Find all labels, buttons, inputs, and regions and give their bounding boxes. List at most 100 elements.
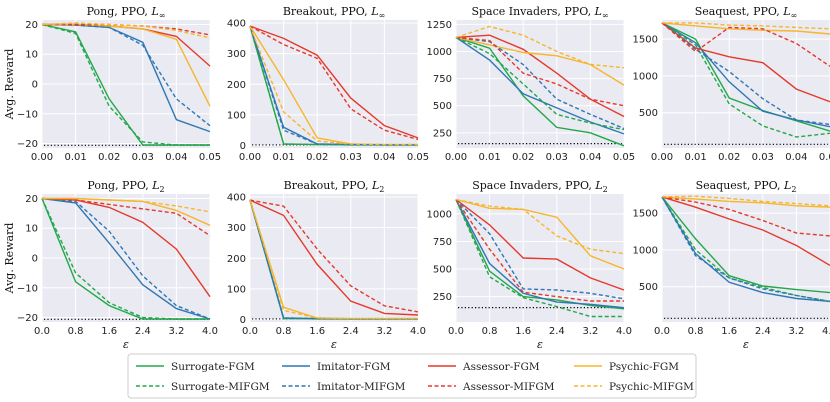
series-surrogate-mifgm	[41, 23, 210, 146]
y-tick-label: 500	[639, 108, 658, 119]
series-assessor-mifgm	[455, 36, 625, 107]
y-tick-label: 400	[227, 193, 246, 204]
legend-label: Psychic-MIFGM	[609, 381, 694, 393]
x-tick-label: 0.02	[718, 152, 740, 163]
y-tick-label: 500	[433, 265, 452, 276]
x-tick-label: 4.0	[202, 326, 218, 337]
series-psychic-mifgm	[249, 25, 418, 146]
series-imitator-fgm	[661, 196, 830, 303]
series-imitator-mifgm	[661, 22, 830, 126]
x-tick-label: 0.05	[613, 152, 635, 163]
y-tick-label: 1250	[427, 20, 452, 31]
series-imitator-fgm	[455, 36, 625, 135]
series-imitator-fgm	[455, 199, 625, 309]
x-tick-label: 0.02	[512, 152, 534, 163]
series-psychic-mifgm	[455, 25, 625, 69]
x-axis-label: ε	[123, 338, 129, 351]
x-tick-label: 0.04	[165, 152, 187, 163]
series-psychic-fgm	[661, 22, 830, 35]
y-tick-label: 200	[227, 80, 246, 91]
y-tick-label: 0	[32, 80, 38, 91]
subplot-8: 0.0 0.8 1.6 2.4 3.2 4.0 500 1000 1500 Seaquest, P…	[633, 179, 830, 351]
subplot-5: 0.0 0.8 1.6 2.4 3.2 4.0 −20 −10 0 10 20 Pong, PPO, …	[3, 179, 218, 351]
series-surrogate-fgm	[661, 196, 830, 294]
y-tick-label: 10	[25, 50, 38, 61]
subplot-title: Breakout, PPO, L∞	[283, 5, 385, 20]
subplot-title: Space Invaders, PPO, L∞	[471, 5, 608, 20]
x-tick-label: 3.2	[168, 326, 184, 337]
y-tick-label: 10	[25, 224, 38, 235]
x-tick-label: 1.6	[101, 326, 117, 337]
x-tick-label: 0.04	[579, 152, 601, 163]
subplot-title: Seaquest, PPO, L∞	[695, 5, 797, 20]
series-surrogate-fgm	[661, 22, 830, 132]
series-assessor-fgm	[249, 199, 419, 316]
legend-label: Assessor-FGM	[462, 361, 540, 373]
y-tick-label: 1500	[633, 209, 658, 220]
x-tick-label: 0.05	[819, 152, 830, 163]
series-psychic-mifgm	[662, 22, 830, 30]
y-tick-label: 1000	[633, 71, 658, 82]
series-psychic-mifgm	[42, 197, 211, 213]
x-tick-label: 0.0	[242, 326, 258, 337]
series-surrogate-mifgm	[41, 198, 210, 320]
x-tick-label: 0.8	[482, 326, 498, 337]
series-imitator-mifgm	[455, 199, 625, 300]
subplot-2: 0.00 0.01 0.02 0.03 0.04 0.05 0 100 200 300 400 Bre…	[227, 5, 429, 163]
legend-label: Surrogate-MIFGM	[171, 381, 270, 393]
x-axis-label: ε	[743, 338, 749, 351]
x-tick-label: 0.8	[688, 326, 704, 337]
y-tick-label: −20	[17, 139, 38, 150]
x-tick-label: 0.01	[684, 152, 706, 163]
y-tick-label: 100	[227, 110, 246, 121]
x-tick-label: 0.02	[306, 152, 328, 163]
x-tick-label: 0.03	[132, 152, 154, 163]
y-tick-label: 20	[25, 20, 38, 31]
x-tick-label: 1.6	[721, 326, 737, 337]
x-tick-label: 0.01	[64, 152, 86, 163]
y-tick-label: 500	[639, 282, 658, 293]
y-tick-label: 1000	[427, 209, 452, 220]
series-assessor-mifgm	[249, 199, 419, 313]
y-tick-label: 300	[227, 223, 246, 234]
y-axis-label: Avg. Reward	[3, 223, 16, 295]
x-tick-label: 4.0	[616, 326, 632, 337]
subplot-title: Breakout, PPO, L2	[284, 179, 385, 194]
x-tick-label: 2.4	[135, 326, 151, 337]
x-tick-label: 3.2	[788, 326, 804, 337]
series-assessor-mifgm	[661, 22, 830, 67]
x-tick-label: 0.01	[478, 152, 500, 163]
y-tick-label: 750	[433, 237, 452, 248]
series-assessor-mifgm	[661, 196, 830, 237]
x-tick-label: 0.05	[199, 152, 221, 163]
series-psychic-mifgm	[661, 195, 830, 207]
y-tick-label: 300	[227, 49, 246, 60]
series-assessor-mifgm	[42, 23, 211, 36]
series-assessor-mifgm	[455, 199, 624, 302]
series-assessor-mifgm	[249, 25, 419, 141]
series-surrogate-mifgm	[661, 196, 830, 303]
x-tick-label: 4.0	[822, 326, 830, 337]
series-psychic-fgm	[661, 196, 830, 208]
series-assessor-fgm	[455, 198, 625, 291]
y-tick-label: 1000	[427, 47, 452, 58]
x-tick-label: 0.0	[448, 326, 464, 337]
x-tick-label: 4.0	[410, 326, 426, 337]
y-tick-label: 0	[32, 254, 38, 265]
series-imitator-mifgm	[661, 196, 830, 303]
y-tick-label: −10	[17, 109, 38, 120]
x-tick-label: 0.03	[546, 152, 568, 163]
x-tick-label: 2.4	[755, 326, 771, 337]
subplot-3: 0.00 0.01 0.02 0.03 0.04 0.05 250 500 750 1000 125…	[427, 5, 636, 163]
y-tick-label: 200	[227, 254, 246, 265]
series-imitator-mifgm	[455, 36, 625, 130]
x-tick-label: 0.03	[340, 152, 362, 163]
x-tick-label: 0.01	[272, 152, 294, 163]
legend-label: Imitator-MIFGM	[317, 381, 406, 393]
x-tick-label: 0.00	[31, 152, 53, 163]
series-assessor-fgm	[661, 22, 830, 103]
x-tick-label: 0.8	[276, 326, 292, 337]
y-tick-label: −20	[17, 313, 38, 324]
subplot-4: 0.00 0.01 0.02 0.03 0.04 0.05 500 1000 1500 Seaqu…	[633, 5, 830, 163]
y-tick-label: 0	[240, 141, 246, 152]
